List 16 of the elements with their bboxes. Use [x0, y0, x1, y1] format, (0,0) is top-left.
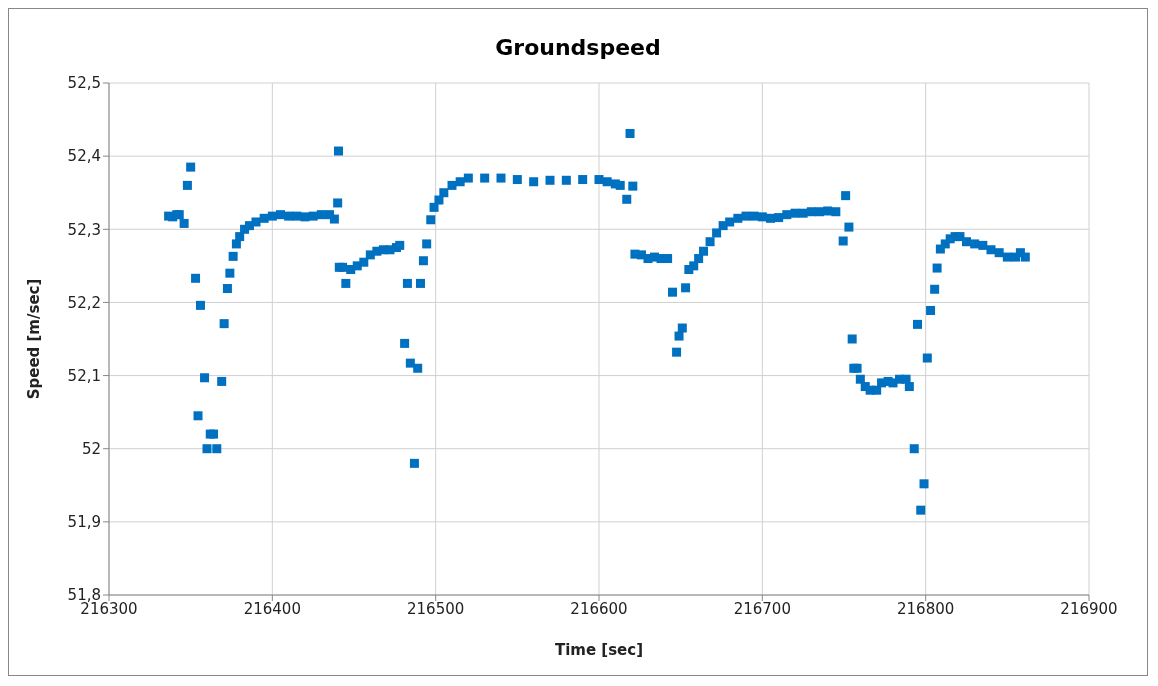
- y-tick-label: 52,3: [67, 220, 101, 239]
- y-tick-label: 52,1: [67, 366, 101, 385]
- x-tick-label: 216700: [733, 599, 791, 618]
- y-axis-title: Speed [m/sec]: [25, 278, 44, 400]
- y-tick-label: 52,4: [67, 147, 101, 166]
- x-tick-label: 216800: [897, 599, 955, 618]
- chart-title: Groundspeed: [494, 34, 662, 62]
- y-tick-label: 52,2: [67, 293, 101, 312]
- y-tick-label: 52,5: [67, 74, 101, 93]
- y-tick-label: 51,9: [67, 513, 101, 532]
- y-tick-label: 52: [81, 440, 101, 459]
- x-tick-label: 216600: [570, 599, 628, 618]
- x-tick-label: 216500: [407, 599, 465, 618]
- x-tick-label: 216400: [243, 599, 301, 618]
- x-tick-label: 216900: [1060, 599, 1118, 618]
- x-axis-title: Time [sec]: [554, 641, 644, 659]
